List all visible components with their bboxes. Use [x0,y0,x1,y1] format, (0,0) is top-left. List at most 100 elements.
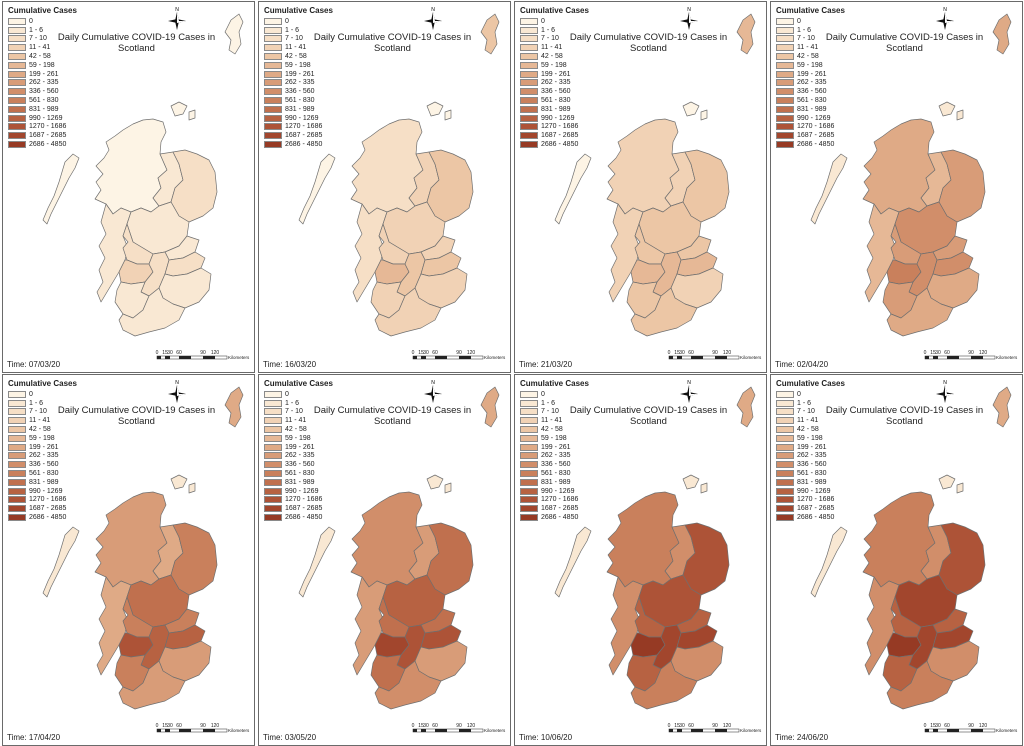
legend-item: 831 - 989 [520,478,589,487]
region-western-isles [42,526,80,598]
legend-label: 1 - 6 [29,399,44,407]
scotland-map [298,13,500,337]
legend-swatch [520,470,538,478]
legend-swatch [8,390,26,398]
legend-swatch [776,132,794,140]
legend-swatch [776,26,794,34]
region-orkney [682,474,708,494]
scale-tick-label: 0 [924,350,927,356]
legend-item: 336 - 560 [520,87,589,96]
scale-unit-label: Kilometers [740,728,762,733]
legend-title: Cumulative Cases [264,6,333,15]
region-aberdeen [426,522,474,596]
legend-item: 336 - 560 [8,87,77,96]
legend-item: 2686 - 4850 [776,140,845,149]
legend-item: 336 - 560 [520,460,589,469]
legend-label: 199 - 261 [285,443,315,451]
legend-label: 561 - 830 [797,97,827,105]
scale-tick-label: 90 [712,723,718,729]
legend-swatch [8,408,26,416]
legend-swatch [520,17,538,25]
region-orkney [170,101,196,121]
time-label: Time: 10/06/20 [519,733,573,742]
legend-label: 336 - 560 [29,461,59,469]
legend-item: 990 - 1269 [520,487,589,496]
legend-item: 7 - 10 [776,35,845,44]
scale-bar: 0 15 30 60 90 120 Kilometers [924,350,1018,360]
legend-item: 262 - 335 [8,79,77,88]
legend-swatch [520,88,538,96]
scale-tick-label: 0 [924,723,927,729]
legend-swatch [8,79,26,87]
legend-swatch [776,461,794,469]
legend-item: 1 - 6 [776,399,845,408]
legend-label: 831 - 989 [797,105,827,113]
legend-item: 336 - 560 [776,460,845,469]
legend-item: 2686 - 4850 [8,140,77,149]
legend-label: 11 - 41 [29,417,51,425]
legend-label: 262 - 335 [541,452,571,460]
legend-swatch [520,70,538,78]
scale-tick-label: 90 [712,350,718,356]
region-orkney [682,101,708,121]
scale-bar: 0 15 30 60 90 120 Kilometers [156,350,250,360]
legend-item: 1270 - 1686 [520,123,589,132]
legend-swatch [776,390,794,398]
legend-swatch [8,88,26,96]
time-label: Time: 17/04/20 [7,733,61,742]
time-label: Time: 21/03/20 [519,360,573,369]
legend-label: 831 - 989 [541,478,571,486]
legend-swatch [520,487,538,495]
scale-tick-label: 60 [688,723,694,729]
legend-label: 561 - 830 [797,470,827,478]
legend-item: 831 - 989 [776,478,845,487]
legend-swatch [264,61,282,69]
map-title: Daily Cumulative COVID-19 Cases in Scotl… [313,32,472,54]
legend-swatch [776,470,794,478]
scale-tick-label: 90 [200,350,206,356]
legend-label: 42 - 58 [29,426,51,434]
legend-item: 561 - 830 [264,96,333,105]
legend-item: 1270 - 1686 [264,123,333,132]
time-label: Time: 16/03/20 [263,360,317,369]
legend-label: 262 - 335 [797,452,827,460]
legend-item: 262 - 335 [776,452,845,461]
scale-tick-label: 90 [968,350,974,356]
region-shetland [224,386,244,428]
legend-item: 11 - 41 [776,43,845,52]
scale-unit-label: Kilometers [996,355,1018,360]
legend-label: 11 - 41 [797,417,819,425]
scale-tick-label: 0 [668,350,671,356]
legend-swatch [776,487,794,495]
legend-label: 336 - 560 [29,88,59,96]
legend-item: 7 - 10 [520,35,589,44]
region-shetland [992,13,1012,55]
legend-label: 990 - 1269 [541,114,575,122]
legend-item: 1687 - 2685 [8,131,77,140]
region-aberdeen [938,149,986,223]
legend-label: 1 - 6 [285,399,300,407]
legend-item: 990 - 1269 [8,487,77,496]
legend-label: 59 - 198 [285,434,311,442]
legend-item: 7 - 10 [8,35,77,44]
legend-label: 336 - 560 [797,461,827,469]
legend-title: Cumulative Cases [8,379,77,388]
legend-label: 199 - 261 [797,443,827,451]
legend-label: 831 - 989 [29,478,59,486]
scotland-map [42,386,244,710]
legend-item: 1270 - 1686 [520,496,589,505]
scale-tick-label: 0 [412,350,415,356]
region-shetland [224,13,244,55]
scale-tick-label: 120 [723,350,732,356]
legend-label: 1687 - 2685 [541,132,579,140]
legend-title: Cumulative Cases [8,6,77,15]
legend-label: 42 - 58 [285,53,307,61]
scale-bar: 0 15 30 60 90 120 Kilometers [412,350,506,360]
